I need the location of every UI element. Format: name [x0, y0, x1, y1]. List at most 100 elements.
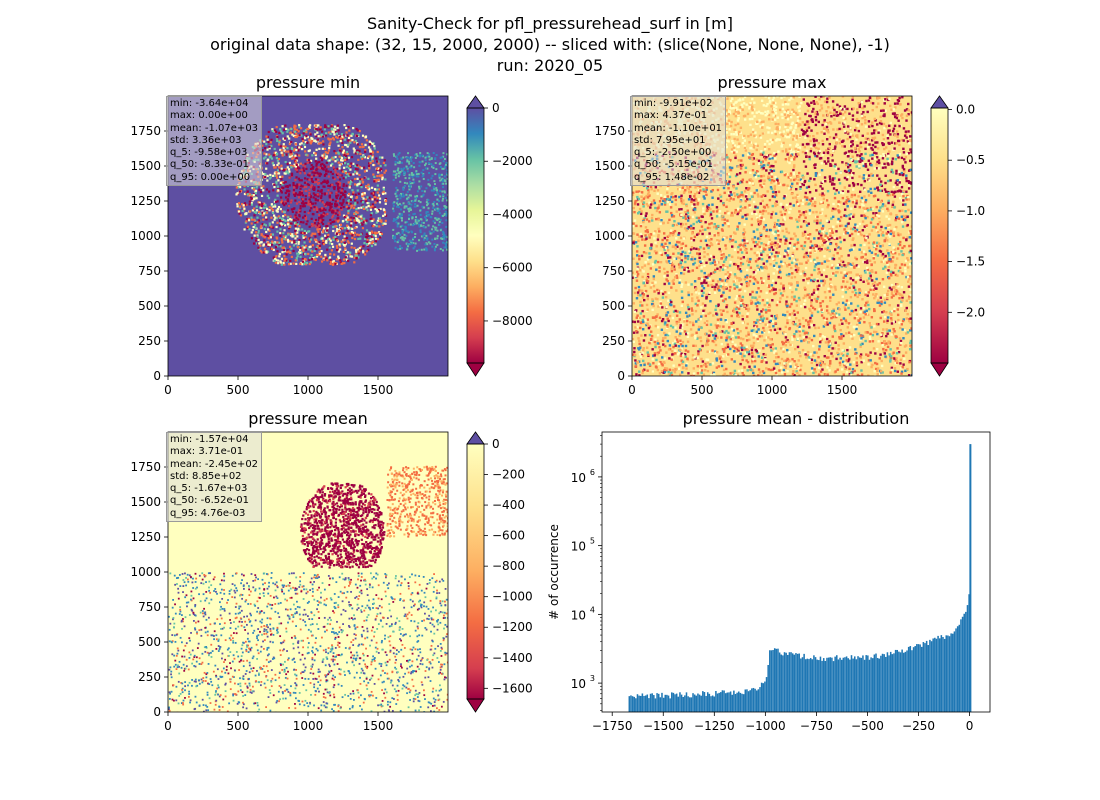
histogram-bar — [935, 638, 938, 712]
histogram-bar — [800, 658, 802, 712]
histogram-bar — [894, 649, 897, 712]
histogram-bar — [948, 636, 951, 712]
x-tick-label: 500 — [227, 719, 250, 733]
histogram-bar — [661, 692, 663, 712]
histogram-bar — [850, 655, 853, 712]
histogram-bar — [899, 652, 902, 712]
y-tick-label: 750 — [138, 264, 161, 278]
histogram-bar — [822, 658, 825, 712]
y-tick-label: 1250 — [130, 530, 161, 544]
histogram-bar — [729, 691, 732, 712]
colorbar: 0 −2000 −4000 −6000 −8000 — [466, 95, 533, 377]
histogram-bar — [847, 658, 849, 712]
histogram-bar — [863, 659, 866, 712]
histogram-bar — [845, 656, 848, 712]
histogram-bar — [754, 688, 756, 712]
histogram-bar — [746, 689, 748, 712]
histogram-bar — [639, 695, 642, 712]
y-tick-label: 750 — [602, 264, 625, 278]
histogram-bar — [965, 611, 967, 712]
x-tick-label: −1000 — [745, 719, 786, 733]
y-tick-label: 1500 — [594, 159, 625, 173]
y-tick-label: 10 — [571, 471, 586, 485]
x-tick-label: −1500 — [643, 719, 684, 733]
stat-line: q_5: -9.58e+03 — [170, 147, 248, 159]
histogram-bar — [966, 605, 969, 712]
panel-title: pressure max — [717, 73, 826, 92]
y-tick-label: 500 — [138, 635, 161, 649]
histogram-bar — [945, 635, 948, 712]
y-tick-label: 1750 — [130, 460, 161, 474]
histogram-bar — [767, 664, 769, 712]
histogram-bar — [734, 693, 737, 712]
histogram-bar — [824, 660, 827, 712]
histogram-bar — [708, 693, 711, 712]
axes-frame — [601, 431, 991, 713]
histogram-bar — [893, 653, 895, 712]
histogram-bar — [741, 693, 743, 712]
histogram-bar — [924, 643, 926, 712]
histogram-bar — [651, 693, 653, 712]
colorbar-gradient — [467, 444, 484, 699]
histogram-bar — [916, 644, 918, 712]
panel-title: pressure mean — [248, 409, 368, 428]
colorbar: 0 −200 −400 −600 −800 −1000 −1200 −1400 −1600 — [466, 431, 533, 713]
histogram-bar — [705, 695, 707, 712]
colorbar-tick-label: −0.5 — [956, 153, 985, 167]
stat-line: std: 8.85e+02 — [170, 470, 242, 482]
x-tick-label: −250 — [902, 719, 935, 733]
histogram-bar — [927, 645, 930, 712]
y-tick-label: 1250 — [130, 194, 161, 208]
y-tick-exponent: 5 — [590, 537, 595, 546]
histogram-bar — [631, 696, 634, 712]
histogram-bar — [778, 652, 781, 712]
histogram-bar — [674, 694, 676, 712]
histogram-bar — [744, 689, 747, 712]
histogram-bar — [808, 659, 810, 712]
histogram-bar — [684, 695, 686, 712]
histogram-bar — [649, 693, 652, 712]
histogram-bar — [950, 633, 952, 712]
colorbar-gradient — [467, 108, 484, 363]
y-tick-label: 750 — [138, 600, 161, 614]
histogram-bar — [960, 619, 962, 712]
histogram-bar — [857, 656, 859, 712]
histogram-bar — [958, 624, 961, 712]
histogram-bar — [762, 683, 765, 712]
histogram-bar — [953, 631, 956, 712]
histogram-bar — [818, 660, 820, 712]
y-tick-label: 500 — [138, 299, 161, 313]
histogram-bar — [759, 687, 761, 712]
stat-line: q_95: 1.48e-02 — [634, 171, 710, 183]
colorbar-extend-bottom — [466, 698, 485, 713]
colorbar-tick-label: −1.5 — [956, 255, 985, 269]
y-tick-label: 0 — [153, 705, 161, 719]
colorbar-tick-label: −800 — [492, 559, 525, 573]
x-tick-label: 1500 — [827, 383, 858, 397]
histogram-bar — [751, 688, 753, 712]
histogram-bar — [860, 657, 863, 712]
histogram-bar — [688, 697, 691, 712]
y-tick-exponent: 4 — [590, 605, 595, 614]
histogram-bar — [664, 694, 667, 712]
histogram-bar — [796, 653, 799, 712]
x-tick-label: 0 — [966, 719, 974, 733]
histogram-bar — [644, 695, 647, 712]
colorbar-frame — [466, 443, 485, 700]
histogram-bar — [932, 638, 934, 712]
histogram-bar — [837, 659, 840, 712]
histogram-bar — [687, 696, 689, 712]
histogram-bar — [677, 696, 680, 712]
histogram-bar — [718, 692, 720, 712]
histogram-bar — [648, 698, 650, 712]
histogram-bar — [667, 695, 670, 712]
histogram-bar — [682, 696, 684, 712]
stat-line: max: 3.71e-01 — [170, 446, 244, 458]
histogram-bar — [867, 655, 869, 712]
stat-line: q_50: -6.52e-01 — [170, 495, 249, 507]
histogram-bar — [783, 652, 786, 712]
histogram-bar — [956, 626, 959, 712]
histogram-bar — [940, 635, 943, 712]
histogram-bar — [749, 690, 751, 712]
histogram-bar — [733, 690, 735, 712]
